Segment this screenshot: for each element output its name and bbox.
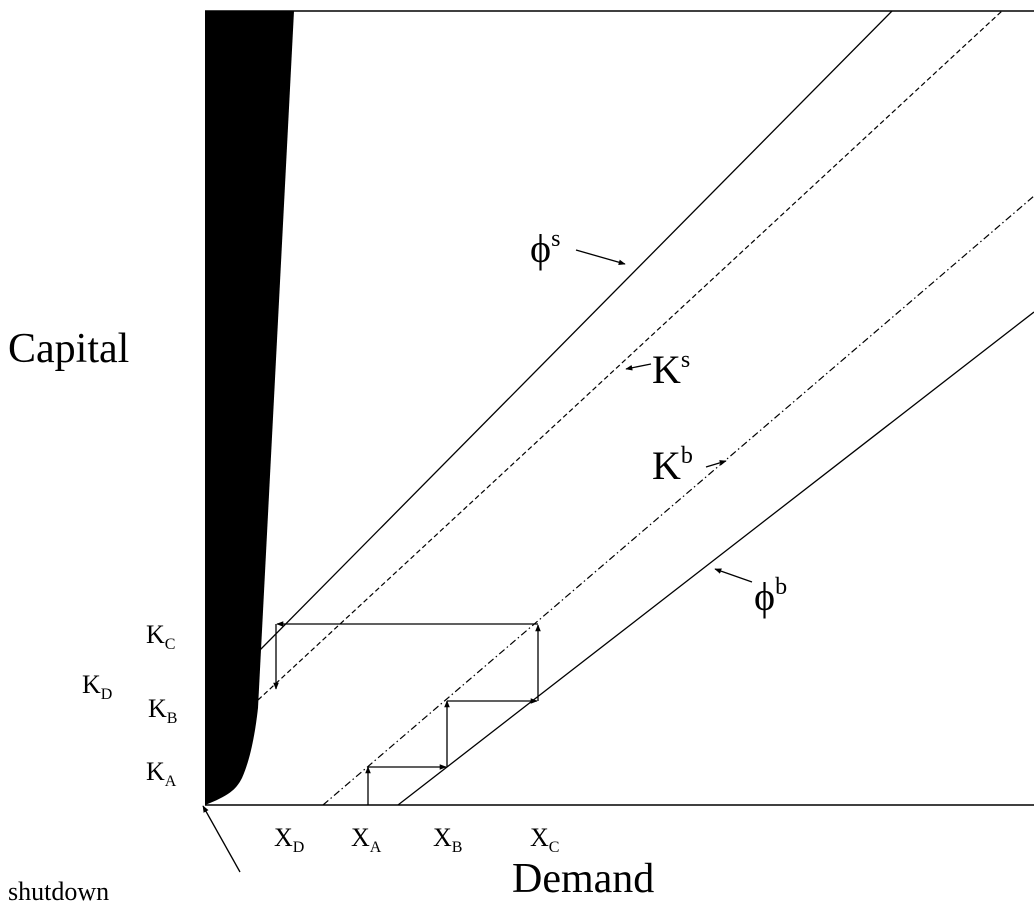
- y-axis-label: Capital: [8, 326, 129, 372]
- phi-s-pointer: [575, 249, 626, 265]
- phi-s-curve: [257, 10, 893, 653]
- x-tick-xc: XC: [530, 823, 559, 856]
- phi-b-curve: [397, 311, 1034, 806]
- shutdown-pointer: [202, 805, 241, 873]
- phi-b-label: ϕb: [754, 574, 787, 619]
- x-axis-label: Demand: [512, 856, 654, 902]
- x-tick-xb: XB: [433, 823, 462, 856]
- x-tick-xa: XA: [351, 823, 382, 856]
- shutdown-label: shutdown: [8, 877, 109, 906]
- k-s-pointer: [625, 363, 652, 371]
- phi-s-label: ϕs: [530, 226, 560, 271]
- k-b-label: Kb: [652, 443, 693, 488]
- y-tick-kc: KC: [146, 620, 175, 653]
- y-tick-ka: KA: [146, 757, 177, 790]
- x-tick-xd: XD: [274, 823, 304, 856]
- k-b-curve: [322, 195, 1034, 806]
- adjustment-path: [273, 621, 541, 805]
- y-tick-kd: KD: [82, 670, 112, 703]
- y-tick-kb: KB: [148, 694, 177, 727]
- k-s-curve: [257, 10, 1003, 701]
- k-s-label: Ks: [652, 347, 690, 392]
- shutdown-region: [205, 11, 294, 805]
- phi-b-pointer: [714, 568, 753, 583]
- k-b-pointer: [705, 460, 727, 468]
